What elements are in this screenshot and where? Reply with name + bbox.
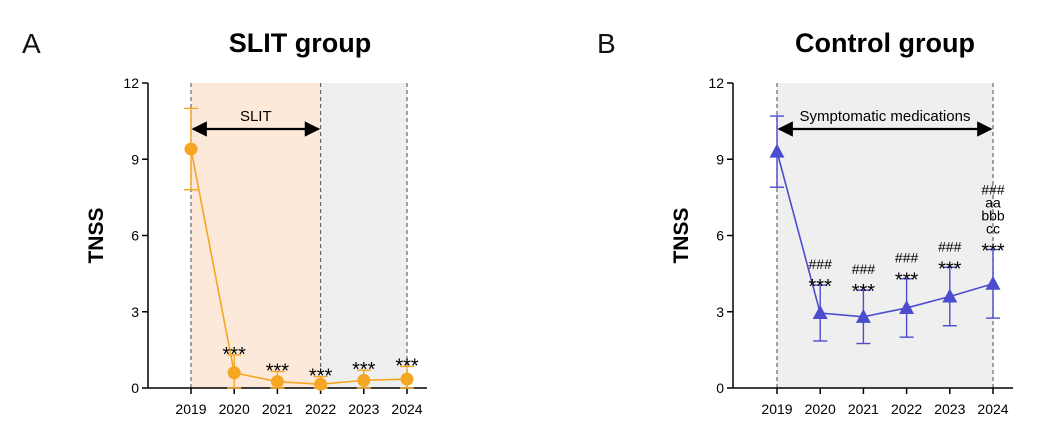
data-point xyxy=(855,308,871,323)
span-label: Symptomatic medications xyxy=(800,108,971,125)
x-tick-label: 2022 xyxy=(305,401,336,417)
y-tick-label: 3 xyxy=(716,304,724,320)
y-tick-label: 12 xyxy=(708,75,724,91)
data-point xyxy=(812,305,828,320)
significance-marker: ### xyxy=(895,250,919,266)
series-line xyxy=(776,151,994,318)
significance-stars: *** xyxy=(395,355,419,377)
y-tick-label: 6 xyxy=(716,228,724,244)
significance-stars: *** xyxy=(266,360,290,382)
significance-marker: ### xyxy=(852,261,876,277)
significance-stars: *** xyxy=(309,366,333,388)
data-point xyxy=(314,377,328,391)
significance-stars: *** xyxy=(938,258,962,280)
data-point xyxy=(357,373,371,387)
x-tick-label: 2021 xyxy=(262,401,293,417)
chart-title: Control group xyxy=(795,28,975,58)
data-point xyxy=(985,275,1001,290)
significance-stars: *** xyxy=(852,281,876,303)
y-tick-label: 6 xyxy=(131,228,139,244)
significance-stars: *** xyxy=(352,359,376,381)
significance-marker: ### xyxy=(981,181,1005,197)
panel-letter: B xyxy=(597,28,616,59)
x-tick-label: 2023 xyxy=(934,401,965,417)
y-tick-label: 3 xyxy=(131,304,139,320)
significance-stars: *** xyxy=(895,270,919,292)
y-tick-label: 9 xyxy=(131,151,139,167)
x-tick-label: 2020 xyxy=(805,401,836,417)
x-tick-label: 2024 xyxy=(977,401,1008,417)
significance-marker: bbb xyxy=(981,207,1005,223)
shaded-region xyxy=(320,83,407,388)
data-point xyxy=(942,288,958,303)
data-point xyxy=(899,299,915,314)
data-point xyxy=(227,366,241,380)
x-tick-label: 2020 xyxy=(219,401,250,417)
chart-title: SLIT group xyxy=(229,28,371,58)
y-tick-label: 12 xyxy=(123,75,139,91)
significance-marker: aa xyxy=(985,194,1001,210)
significance-marker: ### xyxy=(938,238,962,254)
span-label-bg xyxy=(793,105,977,125)
x-tick-label: 2021 xyxy=(848,401,879,417)
significance-marker: ### xyxy=(809,256,833,272)
y-axis-label: TNSS xyxy=(670,207,693,263)
y-tick-label: 9 xyxy=(716,151,724,167)
x-tick-label: 2023 xyxy=(348,401,379,417)
x-tick-label: 2024 xyxy=(391,401,422,417)
data-point xyxy=(769,143,785,158)
span-label-bg xyxy=(231,106,280,126)
series-line xyxy=(190,148,408,385)
significance-stars: *** xyxy=(223,344,247,366)
data-point xyxy=(184,142,198,156)
data-point xyxy=(270,375,284,389)
data-point xyxy=(400,372,414,386)
significance-marker: cc xyxy=(986,220,1000,236)
x-tick-label: 2019 xyxy=(761,401,792,417)
x-tick-label: 2019 xyxy=(175,401,206,417)
panel-letter: A xyxy=(22,28,41,59)
x-tick-label: 2022 xyxy=(891,401,922,417)
significance-stars: *** xyxy=(809,276,833,298)
y-tick-label: 0 xyxy=(716,380,724,396)
significance-stars: *** xyxy=(981,240,1005,262)
y-axis-label: TNSS xyxy=(85,207,108,263)
span-label: SLIT xyxy=(240,108,272,125)
y-tick-label: 0 xyxy=(131,380,139,396)
